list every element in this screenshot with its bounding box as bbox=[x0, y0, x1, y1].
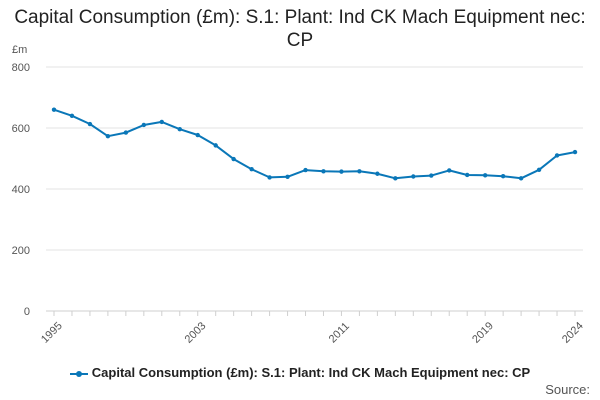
data-point bbox=[267, 175, 272, 180]
data-point bbox=[357, 169, 362, 174]
data-point bbox=[447, 168, 452, 173]
source-label: Source: bbox=[545, 382, 590, 397]
data-point bbox=[123, 130, 129, 135]
data-point bbox=[141, 122, 147, 128]
y-tick-label: 0 bbox=[24, 306, 30, 318]
y-tick-label: 800 bbox=[12, 62, 30, 74]
data-point bbox=[500, 173, 506, 179]
data-point bbox=[231, 156, 236, 162]
data-point bbox=[87, 121, 93, 127]
data-point bbox=[69, 113, 75, 119]
data-point bbox=[195, 132, 200, 138]
data-point bbox=[572, 149, 578, 155]
data-point bbox=[177, 127, 182, 132]
legend-series-label: Capital Consumption (£m): S.1: Plant: In… bbox=[91, 365, 531, 380]
legend-marker bbox=[69, 369, 88, 379]
y-tick-label: 400 bbox=[12, 184, 30, 196]
data-point bbox=[51, 107, 57, 112]
data-point bbox=[105, 134, 111, 139]
data-point bbox=[249, 166, 254, 172]
data-point bbox=[321, 169, 326, 174]
x-tick-label: 2019 bbox=[470, 320, 496, 346]
x-tick-label: 2003 bbox=[183, 320, 209, 346]
data-point bbox=[429, 173, 434, 178]
data-point bbox=[518, 176, 524, 181]
y-tick-label: 600 bbox=[12, 123, 30, 135]
data-point bbox=[159, 119, 164, 125]
chart-legend: Capital Consumption (£m): S.1: Plant: In… bbox=[0, 365, 600, 380]
x-tick-label: 1995 bbox=[39, 320, 65, 346]
data-point bbox=[465, 172, 470, 178]
data-point bbox=[375, 171, 380, 176]
y-axis-unit-label: £m bbox=[12, 44, 28, 56]
data-point bbox=[285, 174, 290, 179]
y-tick-label: 200 bbox=[12, 245, 30, 257]
chart-title: Capital Consumption (£m): S.1: Plant: In… bbox=[14, 7, 586, 51]
x-tick-label: 2011 bbox=[327, 320, 352, 345]
data-point bbox=[411, 174, 416, 179]
data-point bbox=[482, 173, 488, 178]
data-point bbox=[554, 153, 560, 158]
data-point bbox=[213, 143, 218, 148]
x-tick-label: 2024 bbox=[560, 320, 586, 346]
series-line bbox=[53, 108, 576, 180]
data-point bbox=[303, 167, 308, 173]
data-point bbox=[393, 176, 398, 181]
data-point bbox=[536, 167, 542, 172]
data-point bbox=[339, 169, 344, 174]
